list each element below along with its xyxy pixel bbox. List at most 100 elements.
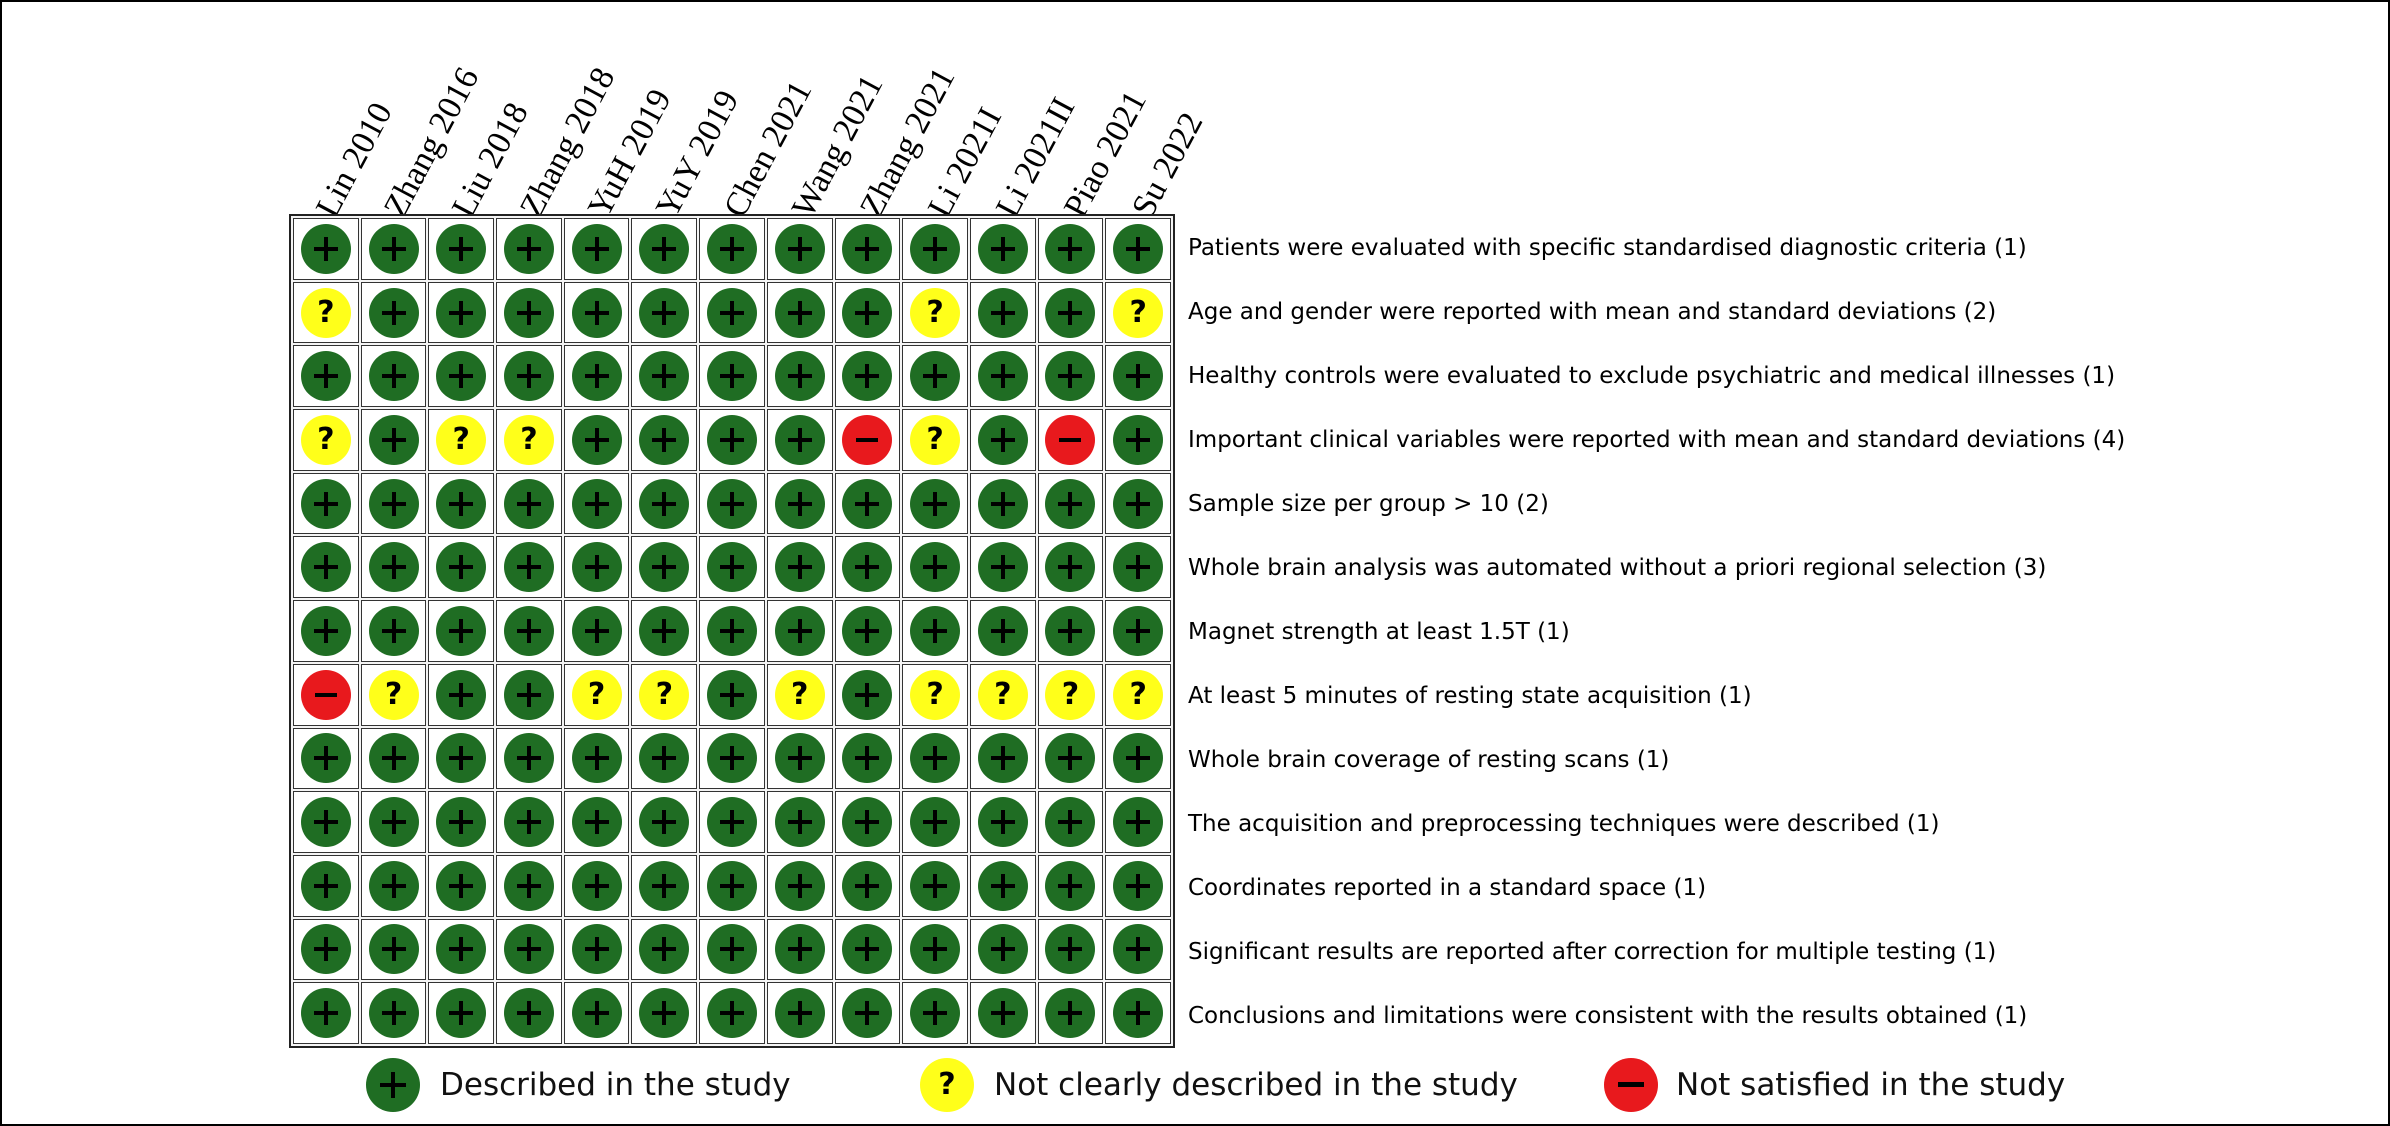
grid-cell xyxy=(902,345,968,408)
criterion-label: Age and gender were reported with mean a… xyxy=(1188,299,1997,325)
described-plus-icon xyxy=(1113,860,1164,911)
grid-cell xyxy=(699,281,765,344)
grid-cell xyxy=(1037,982,1104,1044)
described-plus-icon xyxy=(639,287,690,338)
described-plus-icon xyxy=(977,797,1028,848)
grid-cell xyxy=(563,409,630,471)
grid-cell xyxy=(834,918,901,981)
described-plus-icon xyxy=(1045,287,1096,338)
grid-cell xyxy=(902,536,968,599)
described-plus-icon xyxy=(571,414,622,465)
grid-cell xyxy=(496,791,562,853)
grid-cell xyxy=(1105,536,1171,599)
unclear-question-icon: ? xyxy=(1113,287,1164,338)
grid-cell xyxy=(834,218,901,280)
grid-cell xyxy=(631,536,698,599)
grid-cell xyxy=(1105,854,1171,917)
described-plus-icon xyxy=(706,542,757,593)
described-plus-icon xyxy=(571,605,622,656)
described-plus-icon xyxy=(300,924,351,975)
described-plus-icon xyxy=(436,669,487,720)
described-plus-icon xyxy=(1113,414,1164,465)
grid-cell xyxy=(631,409,698,471)
described-plus-icon xyxy=(977,287,1028,338)
described-plus-icon xyxy=(977,924,1028,975)
described-plus-icon xyxy=(774,797,825,848)
described-plus-icon xyxy=(977,223,1028,274)
grid-cell xyxy=(360,218,427,280)
grid-cell xyxy=(428,472,495,535)
described-plus-icon xyxy=(503,287,554,338)
grid-cell xyxy=(360,791,427,853)
grid-cell xyxy=(969,536,1036,599)
described-plus-icon xyxy=(706,478,757,529)
grid-cell: ? xyxy=(969,663,1036,726)
grid-cell xyxy=(1037,854,1104,917)
grid-cell xyxy=(293,663,359,726)
unclear-question-icon: ? xyxy=(571,669,622,720)
described-plus-icon xyxy=(977,414,1028,465)
criterion-label: Magnet strength at least 1.5T (1) xyxy=(1188,619,1570,645)
grid-cell xyxy=(496,727,562,790)
grid-cell xyxy=(699,409,765,471)
described-plus-icon xyxy=(706,414,757,465)
described-plus-icon xyxy=(1113,351,1164,402)
described-plus-icon xyxy=(1113,797,1164,848)
grid-cell xyxy=(1037,409,1104,471)
described-plus-icon xyxy=(436,351,487,402)
described-plus-icon xyxy=(910,860,961,911)
grid-cell xyxy=(496,600,562,662)
grid-cell xyxy=(1105,791,1171,853)
unclear-question-icon: ? xyxy=(1045,669,1096,720)
described-plus-icon xyxy=(503,860,554,911)
grid-cell xyxy=(834,536,901,599)
grid-cell xyxy=(428,600,495,662)
grid-cell xyxy=(428,854,495,917)
described-plus-icon xyxy=(300,605,351,656)
grid-cell xyxy=(563,472,630,535)
grid-cell xyxy=(631,791,698,853)
described-plus-icon xyxy=(436,924,487,975)
described-plus-icon xyxy=(571,287,622,338)
described-plus-icon xyxy=(910,605,961,656)
criterion-label: Sample size per group > 10 (2) xyxy=(1188,491,1549,517)
legend-question-icon: ? xyxy=(920,1058,974,1112)
unclear-question-icon: ? xyxy=(300,287,351,338)
grid-cell xyxy=(1037,791,1104,853)
criterion-label: Significant results are reported after c… xyxy=(1188,939,1997,965)
grid-cell xyxy=(428,281,495,344)
grid-cell xyxy=(293,536,359,599)
described-plus-icon xyxy=(368,605,419,656)
grid-cell xyxy=(631,600,698,662)
grid-cell xyxy=(834,600,901,662)
described-plus-icon xyxy=(842,669,893,720)
grid-cell xyxy=(1105,218,1171,280)
criterion-label: Important clinical variables were report… xyxy=(1188,427,2126,453)
unclear-question-icon: ? xyxy=(910,669,961,720)
unclear-question-icon: ? xyxy=(368,669,419,720)
described-plus-icon xyxy=(774,223,825,274)
described-plus-icon xyxy=(368,542,419,593)
described-plus-icon xyxy=(639,797,690,848)
grid-cell xyxy=(1105,727,1171,790)
described-plus-icon xyxy=(842,797,893,848)
criterion-label: Healthy controls were evaluated to exclu… xyxy=(1188,363,2116,389)
described-plus-icon xyxy=(774,860,825,911)
described-plus-icon xyxy=(571,351,622,402)
described-plus-icon xyxy=(503,669,554,720)
described-plus-icon xyxy=(639,733,690,784)
grid-cell xyxy=(428,663,495,726)
grid-cell xyxy=(1105,409,1171,471)
grid-cell xyxy=(428,918,495,981)
grid-cell xyxy=(969,727,1036,790)
grid-cell xyxy=(902,854,968,917)
grid-cell xyxy=(902,918,968,981)
grid-cell xyxy=(766,409,833,471)
grid-cell xyxy=(428,536,495,599)
grid-cell xyxy=(293,218,359,280)
grid-cell xyxy=(834,472,901,535)
grid-cell: ? xyxy=(293,409,359,471)
grid-cell xyxy=(1105,345,1171,408)
legend-label-described: Described in the study xyxy=(440,1067,791,1103)
grid-cell xyxy=(293,982,359,1044)
